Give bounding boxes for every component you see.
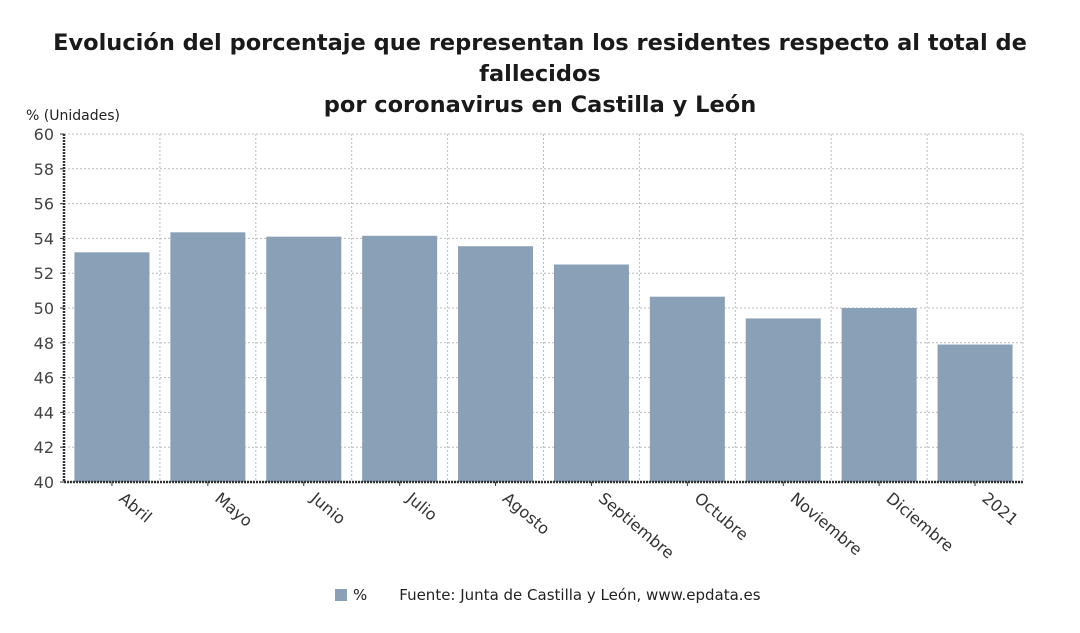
- x-tick-label: Abril: [115, 489, 155, 527]
- x-tick-label: Julio: [402, 488, 441, 525]
- bar-diciembre: [841, 308, 917, 482]
- x-tick-label: Junio: [306, 488, 349, 528]
- y-tick-label: 56: [34, 195, 54, 214]
- legend-swatch: [335, 589, 347, 601]
- chart-title-line1: Evolución del porcentaje que representan…: [53, 30, 1027, 87]
- x-tick-label: Septiembre: [595, 489, 678, 563]
- bar-noviembre: [745, 318, 821, 482]
- x-tick-label: Agosto: [499, 489, 554, 539]
- y-tick-label: 40: [34, 473, 54, 492]
- x-tick-label: Diciembre: [883, 489, 958, 556]
- y-tick-label: 54: [34, 229, 54, 248]
- y-tick-label: 46: [34, 369, 54, 388]
- bar-2021: [937, 344, 1013, 482]
- y-tick-label: 48: [34, 334, 54, 353]
- bar-octubre: [649, 296, 725, 482]
- bar-septiembre: [553, 264, 629, 482]
- bar-junio: [266, 236, 342, 482]
- bar-mayo: [170, 232, 246, 482]
- bar-abril: [74, 252, 150, 482]
- bar-julio: [362, 235, 438, 482]
- source-text: Fuente: Junta de Castilla y León, www.ep…: [399, 586, 761, 604]
- y-tick-label: 44: [34, 403, 54, 422]
- y-tick-label: 50: [34, 299, 54, 318]
- y-axis-label: % (Unidades): [26, 108, 120, 124]
- x-tick-label: Octubre: [691, 489, 752, 545]
- bar-agosto: [458, 246, 534, 482]
- chart-title-line2: por coronavirus en Castilla y León: [323, 92, 757, 118]
- y-tick-label: 60: [34, 125, 54, 144]
- y-tick-label: 58: [34, 160, 54, 179]
- y-tick-label: 52: [34, 264, 54, 283]
- x-tick-label: Mayo: [211, 489, 256, 531]
- legend-label: %: [353, 586, 368, 604]
- x-tick-label: 2021: [978, 489, 1021, 530]
- y-tick-label: 42: [34, 438, 54, 457]
- legend: % Fuente: Junta de Castilla y León, www.…: [335, 586, 761, 604]
- x-tick-label: Noviembre: [787, 489, 866, 560]
- chart-title: Evolución del porcentaje que representan…: [0, 28, 1080, 121]
